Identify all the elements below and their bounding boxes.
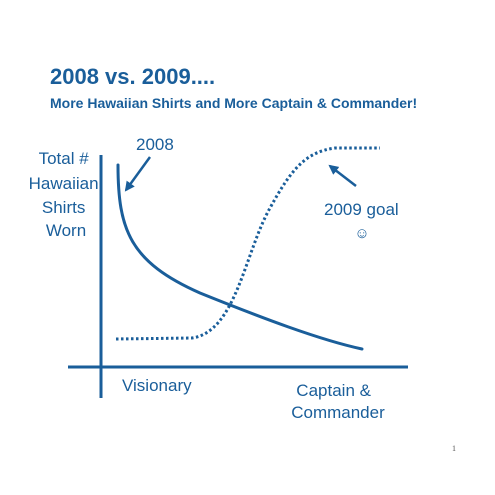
curve-2009-label: 2009 goal	[324, 200, 399, 219]
page-number: 1	[452, 444, 456, 453]
curve-2008-label: 2008	[136, 135, 174, 154]
curve-2008-arrow	[124, 156, 152, 192]
y-axis-label-line: Worn	[46, 221, 86, 240]
slide-subtitle: More Hawaiian Shirts and More Captain & …	[50, 95, 418, 111]
y-axis-label-line: Hawaiian	[29, 174, 99, 193]
y-axis-label-line: Shirts	[42, 198, 85, 217]
curve-2008	[116, 163, 364, 351]
x-axis-left-label: Visionary	[122, 376, 192, 395]
curve-2009-arrow	[328, 164, 357, 187]
y-axis-label: Total # Hawaiian Shirts Worn	[29, 149, 104, 240]
x-axis-right-label: Captain & Commander	[291, 381, 385, 422]
y-axis-label-line: Total #	[39, 149, 90, 168]
curve-2009-goal	[115, 146, 380, 341]
x-axis-right-label-line: Commander	[291, 403, 385, 422]
smiley-icon: ☺	[354, 225, 369, 242]
x-axis-right-label-line: Captain &	[296, 381, 371, 400]
slide-title: 2008 vs. 2009....	[50, 64, 216, 89]
